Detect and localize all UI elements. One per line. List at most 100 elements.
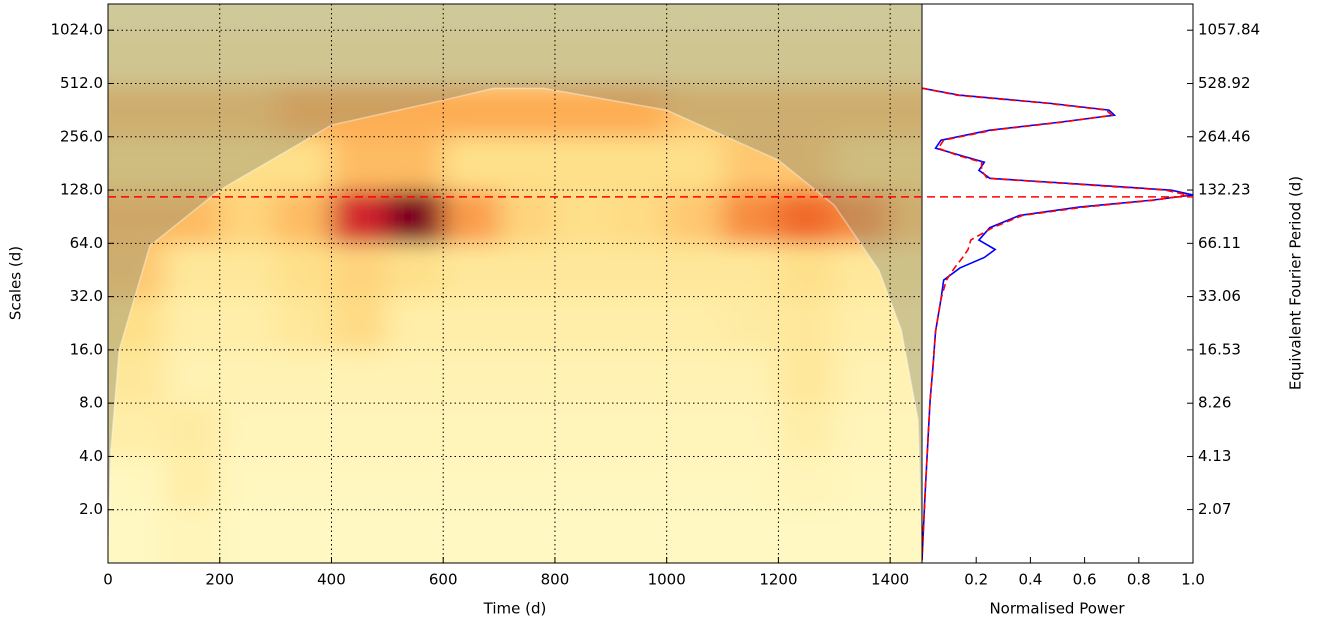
heatmap-cell — [499, 403, 556, 457]
heatmap-cell — [666, 136, 724, 191]
y-axis-title: Scales (d) — [7, 246, 25, 320]
heatmap-cell — [890, 349, 922, 404]
heatmap-cell — [834, 296, 891, 351]
heatmap-cell — [387, 349, 444, 404]
heatmap-cell — [275, 190, 332, 244]
heatmap-cell — [275, 243, 332, 298]
heatmap-cell — [108, 349, 165, 404]
x-tick-label: 200 — [205, 571, 234, 589]
heatmap-cell — [890, 4, 922, 31]
heatmap-cell — [163, 403, 221, 457]
heatmap-cell — [890, 83, 922, 138]
heatmap-cell — [610, 509, 668, 563]
heatmap-cell — [499, 243, 556, 298]
x-tick-label: 1.0 — [1181, 571, 1205, 589]
heatmap-cell — [331, 509, 388, 563]
heatmap-cell — [666, 30, 724, 84]
heatmap-cell — [499, 296, 556, 351]
heatmap-cell — [331, 349, 388, 404]
heatmap-cell — [443, 243, 500, 298]
y-tick-label: 33.06 — [1198, 287, 1241, 305]
heatmap-cell — [834, 243, 891, 298]
heatmap-cell — [554, 30, 612, 84]
heatmap-cell — [108, 296, 165, 351]
heatmap-cell — [108, 83, 165, 138]
heatmap-cell — [834, 509, 891, 563]
x-tick-label: 0 — [103, 571, 113, 589]
heatmap-cell — [778, 296, 835, 351]
heatmap-cell — [443, 296, 500, 351]
heatmap-cell — [610, 349, 668, 404]
y-tick-label: 16.0 — [70, 340, 103, 358]
heatmap-cell — [666, 296, 724, 351]
heatmap-cell — [554, 296, 612, 351]
heatmap-cell — [778, 190, 835, 244]
heatmap-cell — [722, 190, 779, 244]
heatmap-cell — [778, 456, 835, 511]
heatmap-cell — [108, 30, 165, 84]
right-frame — [921, 3, 1194, 564]
heatmap-cell — [387, 4, 444, 31]
heatmap-cell — [163, 509, 221, 563]
x-tick-label: 0.6 — [1073, 571, 1097, 589]
x-tick-label: 0.2 — [964, 571, 988, 589]
heatmap-cell — [219, 243, 277, 298]
heatmap-cell — [443, 136, 500, 191]
heatmap-cell — [163, 243, 221, 298]
heatmap-cell — [610, 190, 668, 244]
heatmap-cell — [219, 296, 277, 351]
heatmap-cell — [163, 349, 221, 404]
heatmap-cell — [163, 136, 221, 191]
heatmap-cell — [890, 136, 922, 191]
heatmap-cell — [387, 296, 444, 351]
heatmap-cell — [554, 349, 612, 404]
heatmap-cell — [834, 83, 891, 138]
heatmap-cell — [778, 30, 835, 84]
heatmap-cell — [666, 190, 724, 244]
heatmap-cell — [387, 136, 444, 191]
heatmap-cell — [778, 4, 835, 31]
heatmap-cell — [331, 136, 388, 191]
y-tick-label: 2.0 — [79, 500, 103, 518]
heatmap-cell — [722, 83, 779, 138]
heatmap-cell — [834, 403, 891, 457]
heatmap-cell — [499, 456, 556, 511]
y-tick-label: 4.13 — [1198, 447, 1231, 465]
heatmap-cell — [554, 456, 612, 511]
heatmap-cell — [499, 190, 556, 244]
heatmap-cell — [499, 30, 556, 84]
x-axis-title: Normalised Power — [989, 600, 1125, 618]
heatmap-cell — [275, 4, 332, 31]
heatmap-cell — [331, 296, 388, 351]
y-tick-label: 64.0 — [70, 234, 103, 252]
cone-of-influence — [108, 4, 922, 563]
y-tick-label: 512.0 — [60, 74, 103, 92]
heatmap-cell — [610, 30, 668, 84]
heatmap-cell — [219, 136, 277, 191]
heatmap-cell — [666, 509, 724, 563]
heatmap-cell — [666, 4, 724, 31]
heatmap-cell — [890, 190, 922, 244]
heatmap-cell — [275, 296, 332, 351]
x-tick-label: 1200 — [759, 571, 797, 589]
x-tick-label: 0.4 — [1018, 571, 1042, 589]
heatmap-cell — [554, 243, 612, 298]
x-tick-label: 1400 — [871, 571, 909, 589]
heatmap-cell — [554, 136, 612, 191]
heatmap-cell — [554, 509, 612, 563]
heatmap-cell — [834, 349, 891, 404]
heatmap-cell — [443, 456, 500, 511]
heatmap-cell — [163, 296, 221, 351]
heatmap-cell — [499, 4, 556, 31]
heatmap-cell — [666, 403, 724, 457]
heatmap-cell — [499, 83, 556, 138]
heatmap-cell — [722, 243, 779, 298]
heatmap-cell — [890, 296, 922, 351]
heatmap-cell — [275, 456, 332, 511]
heatmap-cell — [554, 4, 612, 31]
heatmap-cell — [275, 349, 332, 404]
heatmap-cell — [331, 456, 388, 511]
heatmap-cell — [443, 4, 500, 31]
heatmap-cell — [722, 4, 779, 31]
heatmap-cell — [108, 4, 165, 31]
